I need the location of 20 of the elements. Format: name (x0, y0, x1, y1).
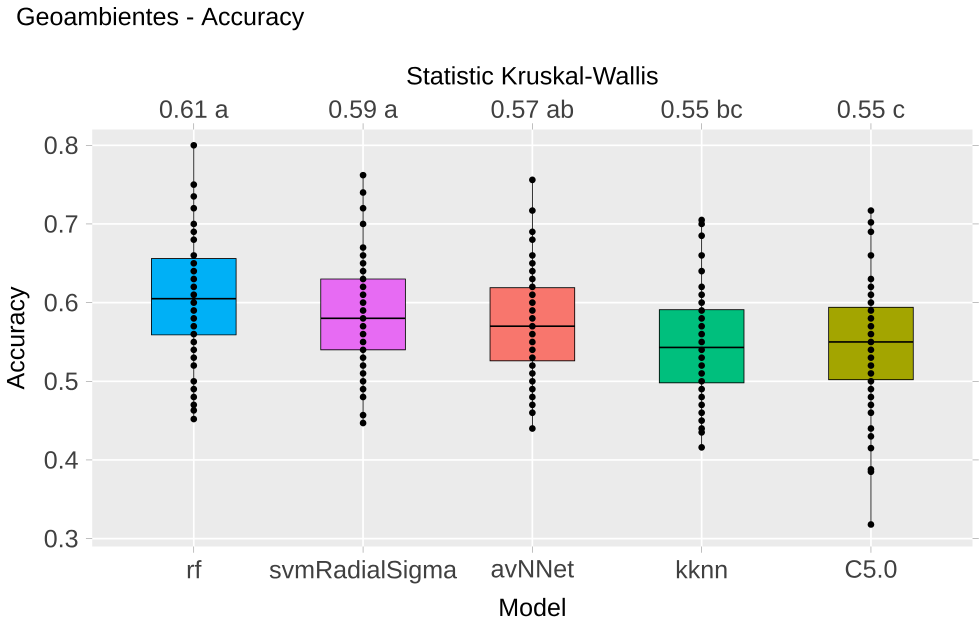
y-tick-label: 0.3 (44, 530, 78, 548)
x-tick-label: kknn (676, 560, 726, 578)
y-tick-label: 0.6 (44, 294, 78, 312)
x-tick-label: C5.0 (846, 560, 896, 578)
y-axis-title: Accuracy (6, 286, 30, 390)
text: 0.55 bc (662, 100, 742, 118)
y-tick-label: 0.4 (44, 451, 78, 469)
y-tick-label: 0.5 (44, 372, 78, 390)
x-tick-label: svmRadialSigma (270, 560, 458, 584)
text: 0.59 a (329, 100, 398, 118)
y-tick-label: 0.7 (44, 215, 78, 233)
x-axis-title: Model (500, 598, 565, 616)
text: Statistic Kruskal-Wallis (407, 66, 658, 84)
chart-title: Geoambientes - Accuracy (17, 6, 304, 30)
text: 0.61 a (160, 100, 229, 118)
x-tick-label: rf (188, 560, 202, 578)
text: 0.57 ab (492, 100, 574, 118)
x-tick-label: avNNet (492, 560, 574, 578)
y-tick-label: 0.8 (44, 136, 78, 154)
text: 0.55 c (838, 100, 904, 118)
